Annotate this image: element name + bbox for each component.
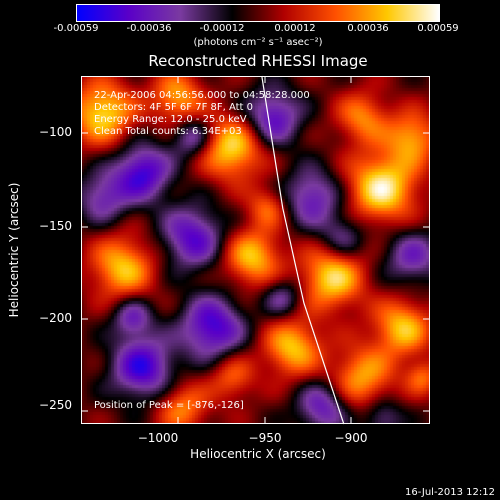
- y-axis-label: Heliocentric Y (arcsec): [7, 182, 21, 318]
- colorbar-tick-label: -0.00012: [199, 23, 245, 34]
- time-range-annotation: 22-Apr-2006 04:56:56.000 to 04:58:28.000: [94, 90, 310, 101]
- colorbar: [76, 4, 440, 22]
- x-tick-label: −900: [334, 431, 368, 445]
- energy-range-annotation: Energy Range: 12.0 - 25.0 keV: [94, 114, 247, 125]
- peak-position-annotation: Position of Peak = [-876,-126]: [94, 400, 244, 411]
- x-tick-label: −950: [248, 431, 282, 445]
- reconstructed-image-map: [81, 76, 430, 424]
- colorbar-tick-label: -0.00059: [53, 23, 99, 34]
- x-tick-label: −1000: [137, 431, 179, 445]
- detectors-annotation: Detectors: 4F 5F 6F 7F 8F, Att 0: [94, 102, 253, 113]
- colorbar-tick-label: 0.00036: [347, 23, 389, 34]
- colorbar-units-label: (photons cm⁻² s⁻¹ asec⁻²): [193, 37, 323, 48]
- x-axis-label: Heliocentric X (arcsec): [190, 447, 326, 461]
- y-tick-label: −150: [39, 219, 72, 233]
- solar-limb-line: [261, 75, 345, 425]
- plot-overlay: 22-Apr-2006 04:56:56.000 to 04:58:28.000…: [81, 75, 430, 425]
- y-tick-label: −200: [39, 311, 72, 325]
- plot-border: [81, 76, 430, 424]
- colorbar-tick-label: 0.00059: [417, 23, 459, 34]
- colorbar-tick-label: 0.00012: [274, 23, 316, 34]
- plot-title: Reconstructed RHESSI Image: [148, 52, 368, 70]
- timestamp: 16-Jul-2013 12:12: [404, 487, 495, 498]
- y-tick-label: −100: [39, 125, 72, 139]
- plot-area: 22-Apr-2006 04:56:56.000 to 04:58:28.000…: [81, 75, 430, 425]
- y-tick-label: −250: [39, 398, 72, 412]
- clean-counts-annotation: Clean Total counts: 6.34E+03: [94, 126, 242, 137]
- colorbar-tick-label: -0.00036: [126, 23, 172, 34]
